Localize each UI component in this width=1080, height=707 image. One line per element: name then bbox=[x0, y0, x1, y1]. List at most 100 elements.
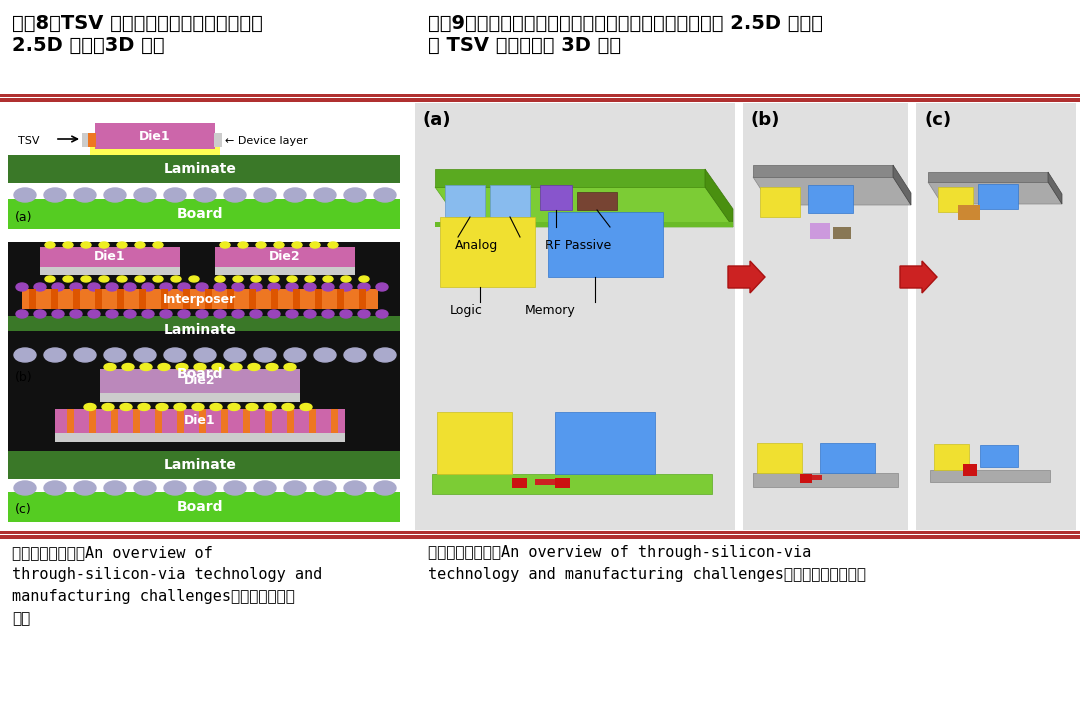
Ellipse shape bbox=[120, 404, 132, 411]
Ellipse shape bbox=[160, 283, 172, 291]
Bar bbox=[8, 359, 400, 389]
Polygon shape bbox=[435, 187, 733, 227]
FancyArrow shape bbox=[728, 261, 765, 293]
Ellipse shape bbox=[160, 310, 172, 318]
Ellipse shape bbox=[194, 363, 206, 370]
Ellipse shape bbox=[52, 310, 64, 318]
Ellipse shape bbox=[99, 242, 109, 248]
Bar bbox=[293, 289, 300, 309]
Ellipse shape bbox=[164, 348, 186, 362]
Polygon shape bbox=[928, 172, 1048, 182]
Bar bbox=[800, 474, 812, 483]
Polygon shape bbox=[705, 169, 733, 227]
Bar bbox=[8, 451, 400, 479]
Text: Die2: Die2 bbox=[185, 375, 216, 387]
Text: Laminate: Laminate bbox=[163, 458, 237, 472]
Bar bbox=[548, 212, 663, 277]
Text: manufacturing challenges》，中邮证券研: manufacturing challenges》，中邮证券研 bbox=[12, 589, 295, 604]
Ellipse shape bbox=[63, 242, 73, 248]
Bar bbox=[100, 392, 300, 402]
Ellipse shape bbox=[254, 481, 276, 495]
Bar bbox=[271, 289, 278, 309]
Text: (b): (b) bbox=[750, 111, 780, 129]
Bar bbox=[535, 479, 570, 485]
Ellipse shape bbox=[214, 310, 226, 318]
Bar bbox=[161, 289, 168, 309]
Text: 2.5D 封装、3D 封装: 2.5D 封装、3D 封装 bbox=[12, 36, 164, 55]
Ellipse shape bbox=[194, 481, 216, 495]
Ellipse shape bbox=[174, 404, 186, 411]
Ellipse shape bbox=[33, 283, 46, 291]
Ellipse shape bbox=[246, 404, 258, 411]
Bar bbox=[916, 103, 1076, 530]
Ellipse shape bbox=[314, 188, 336, 202]
Text: technology and manufacturing challenges》，中邮证券研究所: technology and manufacturing challenges》… bbox=[428, 567, 866, 582]
Ellipse shape bbox=[87, 310, 100, 318]
Bar bbox=[215, 247, 355, 267]
Text: 到 TSV 垂直连接的 3D 封装: 到 TSV 垂直连接的 3D 封装 bbox=[428, 36, 621, 55]
Ellipse shape bbox=[284, 188, 306, 202]
Polygon shape bbox=[893, 165, 912, 205]
Ellipse shape bbox=[264, 404, 276, 411]
Bar bbox=[760, 187, 800, 217]
Ellipse shape bbox=[249, 283, 262, 291]
Ellipse shape bbox=[215, 276, 225, 282]
Ellipse shape bbox=[140, 363, 152, 370]
Ellipse shape bbox=[284, 348, 306, 362]
Bar bbox=[249, 289, 256, 309]
Ellipse shape bbox=[44, 481, 66, 495]
Bar bbox=[55, 432, 345, 442]
Ellipse shape bbox=[345, 481, 366, 495]
Ellipse shape bbox=[232, 283, 244, 291]
Ellipse shape bbox=[134, 188, 156, 202]
Text: Memory: Memory bbox=[525, 304, 576, 317]
Text: (a): (a) bbox=[422, 111, 450, 129]
Bar bbox=[810, 223, 831, 239]
Ellipse shape bbox=[233, 276, 243, 282]
Bar bbox=[89, 409, 96, 433]
Bar bbox=[315, 289, 322, 309]
Ellipse shape bbox=[104, 188, 126, 202]
Ellipse shape bbox=[16, 283, 28, 291]
Ellipse shape bbox=[124, 310, 136, 318]
Ellipse shape bbox=[341, 276, 351, 282]
Bar bbox=[743, 103, 908, 530]
Ellipse shape bbox=[138, 404, 150, 411]
Ellipse shape bbox=[195, 310, 208, 318]
Ellipse shape bbox=[224, 348, 246, 362]
Text: Die1: Die1 bbox=[94, 250, 125, 264]
Polygon shape bbox=[753, 165, 893, 177]
Ellipse shape bbox=[376, 310, 388, 318]
Bar bbox=[757, 443, 802, 473]
Ellipse shape bbox=[117, 242, 127, 248]
Ellipse shape bbox=[75, 481, 96, 495]
Bar bbox=[90, 147, 220, 155]
Polygon shape bbox=[435, 222, 733, 227]
Bar bbox=[243, 409, 249, 433]
Ellipse shape bbox=[357, 283, 370, 291]
Bar bbox=[139, 289, 146, 309]
Ellipse shape bbox=[70, 310, 82, 318]
Ellipse shape bbox=[305, 276, 315, 282]
Bar bbox=[820, 443, 875, 473]
Ellipse shape bbox=[232, 310, 244, 318]
Bar bbox=[309, 409, 316, 433]
Bar bbox=[0, 531, 1080, 534]
Text: TSV: TSV bbox=[18, 136, 40, 146]
Bar bbox=[963, 464, 977, 476]
Bar bbox=[0, 0, 1080, 100]
Bar bbox=[95, 123, 215, 149]
Polygon shape bbox=[1048, 172, 1062, 204]
Ellipse shape bbox=[171, 276, 181, 282]
Ellipse shape bbox=[70, 283, 82, 291]
Bar bbox=[67, 409, 75, 433]
Bar bbox=[51, 289, 58, 309]
Bar bbox=[978, 184, 1018, 209]
Ellipse shape bbox=[194, 348, 216, 362]
Ellipse shape bbox=[106, 283, 118, 291]
Ellipse shape bbox=[178, 283, 190, 291]
Bar bbox=[215, 265, 355, 275]
Ellipse shape bbox=[340, 283, 352, 291]
Ellipse shape bbox=[84, 404, 96, 411]
Bar bbox=[22, 289, 378, 309]
